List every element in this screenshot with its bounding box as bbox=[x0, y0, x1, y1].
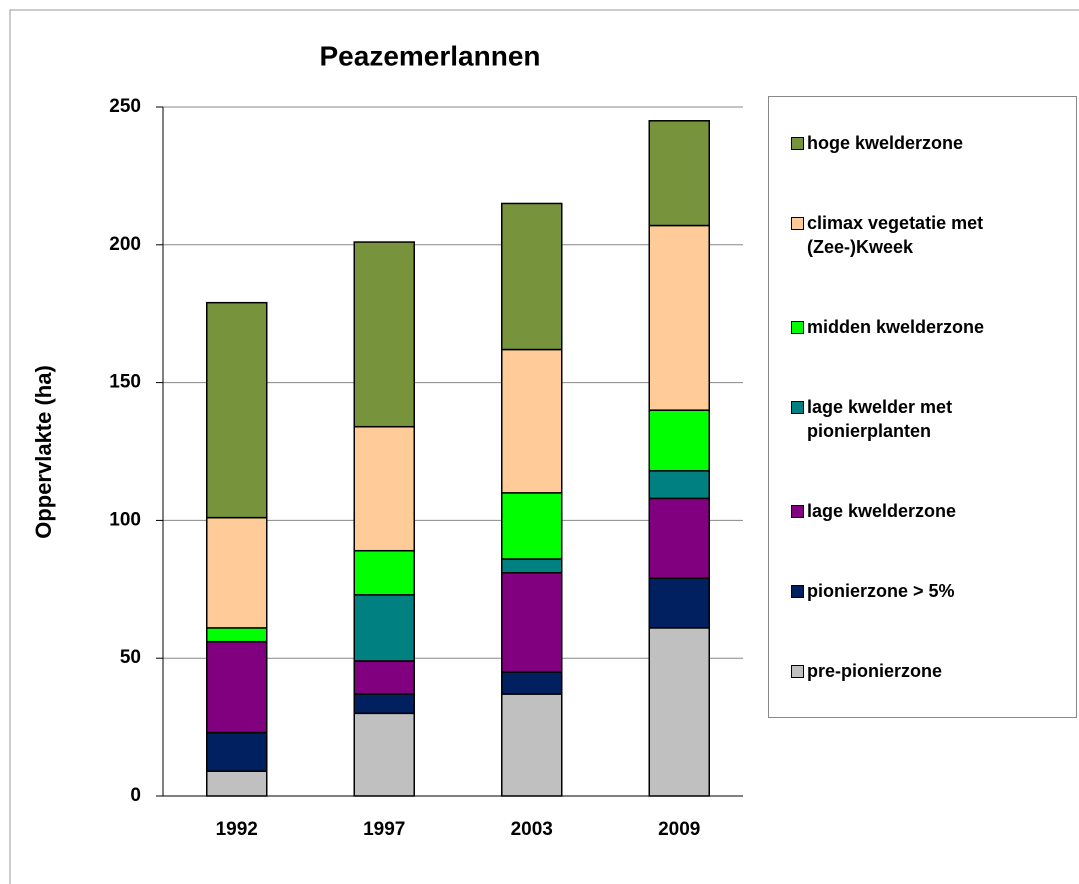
y-axis-label: Oppervlakte (ha) bbox=[31, 365, 56, 539]
bar-segment bbox=[206, 770, 268, 797]
bar-segment bbox=[501, 492, 563, 560]
bar-segment bbox=[206, 640, 268, 734]
bar-segment bbox=[648, 120, 710, 227]
x-tick-label: 1997 bbox=[363, 819, 405, 840]
bar-segment bbox=[353, 425, 415, 552]
x-tick-label: 1992 bbox=[216, 819, 258, 840]
chart-border bbox=[9, 9, 1079, 884]
y-tick-label: 250 bbox=[109, 96, 141, 117]
bar-segment bbox=[353, 660, 415, 695]
bar-segment bbox=[353, 549, 415, 596]
legend-swatch bbox=[791, 321, 804, 334]
legend-label: lage kwelder met pionierplanten bbox=[807, 397, 953, 441]
legend-swatch bbox=[791, 665, 804, 678]
legend-swatch bbox=[791, 505, 804, 518]
legend-swatch bbox=[791, 585, 804, 598]
bar-segment bbox=[648, 627, 710, 797]
legend-swatch bbox=[791, 137, 804, 150]
legend-label: climax vegetatie met (Zee-)Kweek bbox=[807, 213, 984, 257]
bar-segment bbox=[206, 516, 268, 629]
bar-segment bbox=[353, 241, 415, 428]
bar-segment bbox=[501, 572, 563, 673]
legend-entry: lage kwelderzone bbox=[791, 499, 1076, 523]
legend-label: lage kwelderzone bbox=[807, 501, 957, 521]
bar-segment bbox=[501, 671, 563, 695]
chart-title: Peazemerlannen bbox=[320, 40, 541, 71]
legend-entry: pionierzone > 5% bbox=[791, 579, 1076, 603]
bar-segment bbox=[501, 558, 563, 574]
bar-segment bbox=[206, 627, 268, 643]
bar-segment bbox=[353, 712, 415, 797]
bar-segment bbox=[501, 202, 563, 351]
legend-swatch bbox=[791, 217, 804, 230]
y-tick-label: 0 bbox=[130, 785, 141, 806]
bar-segment bbox=[501, 348, 563, 494]
y-tick-label: 50 bbox=[120, 647, 141, 668]
bar-segment bbox=[648, 224, 710, 411]
bar-segment bbox=[648, 497, 710, 580]
bar-segment bbox=[206, 301, 268, 519]
y-tick-label: 150 bbox=[109, 372, 141, 393]
bar-segment bbox=[648, 470, 710, 500]
bar-segment bbox=[501, 693, 563, 797]
legend-label: hoge kwelderzone bbox=[807, 133, 964, 153]
bar-segment bbox=[353, 594, 415, 662]
x-tick-label: 2003 bbox=[511, 819, 553, 840]
bar-segment bbox=[206, 731, 268, 772]
legend-entry: lage kwelder met pionierplanten bbox=[791, 395, 1076, 443]
y-tick-label: 100 bbox=[109, 509, 141, 530]
legend-label: midden kwelderzone bbox=[807, 317, 985, 337]
legend-swatch bbox=[791, 401, 804, 414]
legend-entry: midden kwelderzone bbox=[791, 315, 1076, 339]
legend-label: pionierzone > 5% bbox=[807, 581, 955, 601]
bar-segment bbox=[648, 577, 710, 629]
legend-label: pre-pionierzone bbox=[807, 661, 943, 681]
bar-segment bbox=[648, 409, 710, 472]
x-tick-label: 2009 bbox=[658, 819, 700, 840]
legend-entry: hoge kwelderzone bbox=[791, 131, 1076, 155]
bar-segment bbox=[353, 693, 415, 715]
legend-entry: climax vegetatie met (Zee-)Kweek bbox=[791, 211, 1076, 259]
y-tick-label: 200 bbox=[109, 234, 141, 255]
legend: hoge kwelderzone climax vegetatie met (Ze… bbox=[768, 96, 1077, 718]
legend-entry: pre-pionierzone bbox=[791, 659, 1076, 683]
